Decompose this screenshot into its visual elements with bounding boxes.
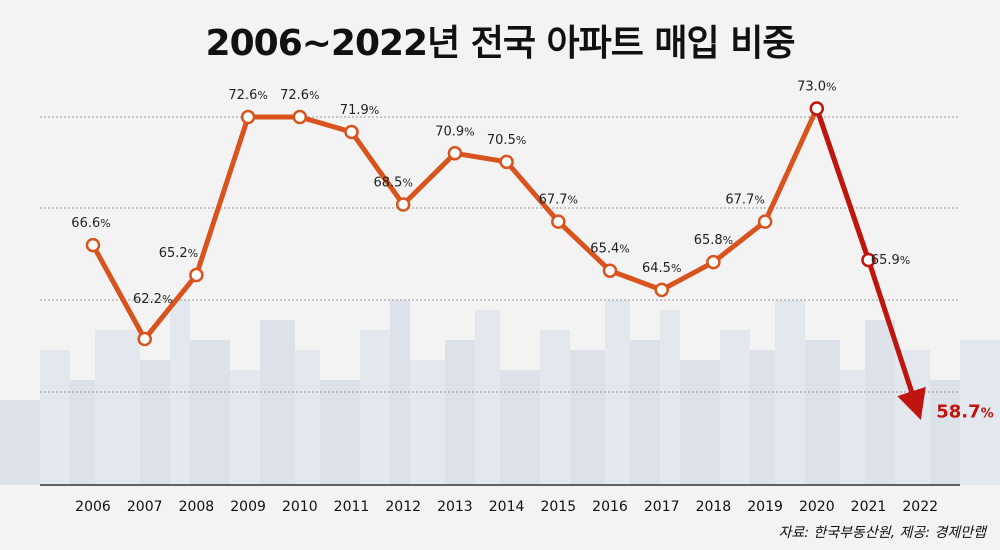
data-point [189, 267, 204, 283]
building-shape [680, 360, 720, 485]
building-shape [720, 330, 750, 485]
x-tick-label: 2019 [747, 499, 783, 515]
data-point [344, 124, 359, 140]
data-point [706, 254, 721, 270]
data-label: 66.6% [71, 216, 110, 231]
chart-title: 2006~2022년 전국 아파트 매입 비중 [205, 23, 796, 64]
data-labels: 66.6% 62.2% 65.2% 72.6% 72.6% 71.9% 68.5% 70.9%… [71, 79, 993, 422]
x-tick-label: 2012 [385, 499, 421, 515]
x-axis-tick-labels: 2006 2007 2008 2009 2010 2011 2012 2013 2014 2015… [75, 499, 938, 515]
x-tick-label: 2016 [592, 499, 628, 515]
data-point [137, 331, 152, 347]
data-label: 67.7% [539, 193, 578, 208]
data-label: 62.2% [133, 292, 172, 307]
data-point [551, 214, 566, 229]
data-point [602, 263, 618, 278]
data-label: 67.7% [725, 193, 764, 208]
building-shape [500, 370, 540, 485]
data-label: 65.4% [590, 242, 629, 257]
building-shape [750, 350, 775, 485]
x-tick-label: 2020 [799, 499, 835, 515]
data-point [240, 109, 256, 125]
building-shape [630, 340, 660, 485]
data-label: 64.5% [642, 261, 681, 276]
x-tick-label: 2011 [334, 499, 370, 515]
building-shape [360, 330, 390, 485]
x-tick-label: 2021 [851, 499, 887, 515]
data-label: 71.9% [340, 103, 379, 118]
building-shape [805, 340, 840, 485]
building-shape [95, 330, 140, 485]
building-shape [295, 350, 320, 485]
gridlines [40, 116, 960, 486]
building-shape [840, 370, 865, 485]
data-label: 72.6% [228, 88, 267, 103]
data-point [85, 237, 101, 253]
building-shape [475, 310, 500, 485]
x-tick-label: 2022 [902, 499, 938, 515]
data-label-final: 58.7% [936, 402, 993, 423]
building-shape [70, 380, 95, 485]
building-shape [865, 320, 895, 485]
x-tick-label: 2015 [540, 499, 576, 515]
data-point [292, 109, 308, 125]
x-tick-label: 2018 [696, 499, 732, 515]
data-point [395, 197, 411, 212]
x-tick-label: 2008 [179, 499, 215, 515]
building-shape [660, 310, 680, 485]
building-shape [960, 340, 1000, 485]
data-point [809, 101, 825, 116]
building-shape [0, 400, 40, 485]
data-point [499, 154, 514, 170]
data-point [757, 214, 773, 229]
building-shape [930, 380, 960, 485]
x-tick-label: 2013 [437, 499, 473, 515]
data-label: 65.9% [871, 253, 910, 268]
building-shape [895, 350, 930, 485]
series-line-drop [814, 105, 871, 263]
data-label: 73.0% [797, 79, 836, 94]
data-label: 65.8% [694, 233, 733, 248]
data-label: 70.5% [487, 133, 526, 148]
x-tick-label: 2017 [644, 499, 680, 515]
data-label: 72.6% [280, 88, 319, 103]
data-points [85, 101, 876, 347]
series-line-arrow [866, 259, 926, 420]
data-point [861, 252, 876, 268]
x-tick-label: 2007 [127, 499, 163, 515]
building-shape [410, 360, 445, 485]
building-shape [540, 330, 570, 485]
data-label: 70.9% [435, 124, 474, 139]
x-tick-label: 2014 [489, 499, 525, 515]
building-shape [570, 350, 605, 485]
x-tick-label: 2009 [230, 499, 266, 515]
building-shape [230, 370, 260, 485]
building-shape [140, 360, 170, 485]
data-point [447, 146, 463, 161]
data-point [654, 282, 669, 298]
data-label: 65.2% [159, 246, 198, 261]
x-tick-label: 2010 [282, 499, 318, 515]
building-shape [190, 340, 230, 485]
series-lines [90, 105, 926, 420]
source-note: 자료: 한국부동산원, 제공: 경제만랩 [778, 525, 986, 541]
building-shape [260, 320, 295, 485]
x-tick-label: 2006 [75, 499, 111, 515]
building-shape [445, 340, 475, 485]
series-line [90, 105, 871, 342]
building-shape [320, 380, 360, 485]
building-shape [40, 350, 70, 485]
data-label: 68.5% [373, 176, 412, 191]
